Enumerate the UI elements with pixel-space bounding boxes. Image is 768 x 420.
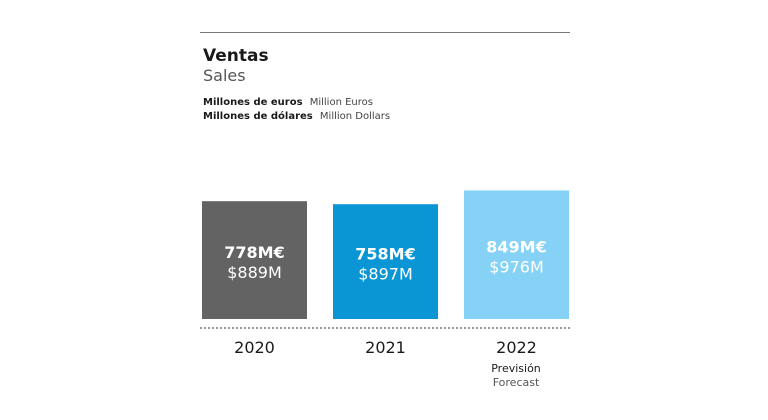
unit-dollars: Millones de dólares Million Dollars: [203, 111, 390, 122]
bar-label-euro-2022: 849M€: [486, 238, 546, 257]
forecast-label-es: Previsión: [491, 362, 541, 375]
chart-subtitle: Sales: [203, 66, 246, 85]
bar-label-euro-2021: 758M€: [355, 245, 415, 264]
chart-title: Ventas: [203, 46, 269, 66]
top-rule: [200, 32, 570, 33]
unit-euros-es: Millones de euros: [203, 97, 303, 108]
bar-2022: [464, 190, 569, 319]
bar-label-dollar-2021: $897M: [358, 265, 413, 284]
x-tick-label-2022: 2022: [496, 338, 537, 357]
bar-2021: [333, 204, 438, 319]
bar-label-euro-2020: 778M€: [224, 243, 284, 262]
x-tick-label-2020: 2020: [234, 338, 275, 357]
bars-group: 778M€$889M 2020 758M€$897M 2021 849M€$976M 20…: [202, 190, 569, 357]
bar-2020: [202, 201, 307, 319]
unit-euros: Millones de euros Million Euros: [203, 97, 373, 108]
unit-euros-en: Million Euros: [309, 97, 373, 108]
unit-dollars-es: Millones de dólares: [203, 111, 313, 122]
bar-label-dollar-2022: $976M: [489, 258, 544, 277]
bar-label-dollar-2020: $889M: [227, 263, 282, 282]
x-tick-label-2021: 2021: [365, 338, 406, 357]
forecast-label-en: Forecast: [492, 376, 540, 389]
unit-dollars-en: Million Dollars: [319, 111, 391, 122]
